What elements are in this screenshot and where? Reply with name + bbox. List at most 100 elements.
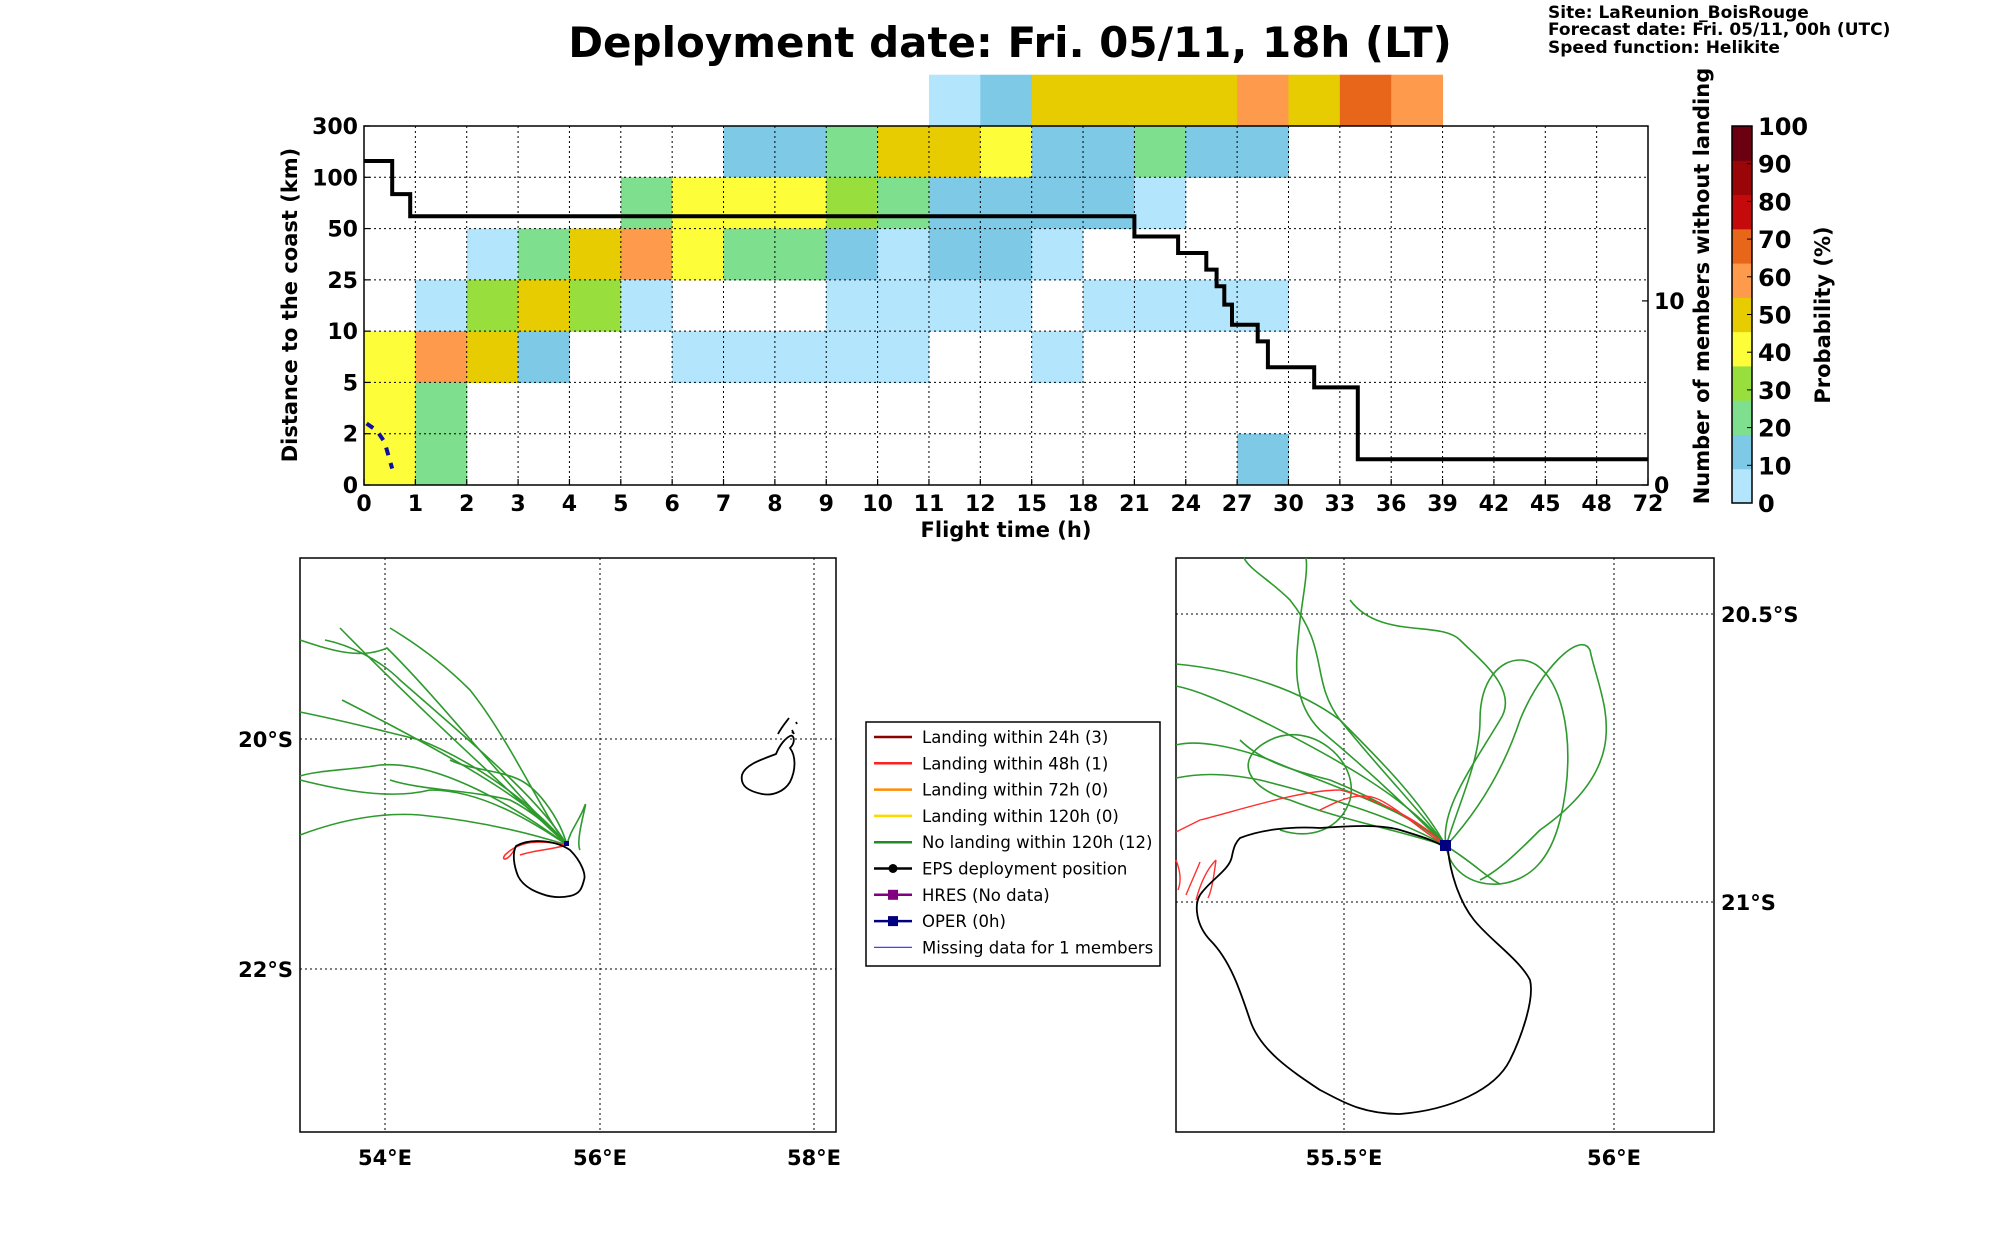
heatmap-cell (415, 331, 468, 383)
heatmap-cell (1134, 177, 1187, 230)
heatmap-cell (826, 126, 879, 178)
x-tick-label: 72 (1633, 492, 1664, 517)
heatmap-cell (1237, 74, 1289, 127)
map-x-tick-label: 54°E (358, 1146, 412, 1170)
colorbar: 0 10 20 30 40 50 60 70 80 90 100 Probability (%) (1731, 113, 1835, 518)
heatmap-cell (980, 279, 1033, 332)
heatmap-cell (466, 331, 519, 383)
oper-position-marker (564, 841, 569, 846)
heatmap-cell (1031, 126, 1084, 178)
x-tick-label: 45 (1530, 492, 1561, 517)
heatmap-cell (1237, 433, 1289, 486)
x-tick-label: 36 (1376, 492, 1407, 517)
y-tick-label: 300 (312, 115, 358, 140)
x-tick-label: 10 (862, 492, 893, 517)
colorbar-segment (1732, 468, 1752, 504)
x-tick-label: 4 (562, 492, 577, 517)
legend-frame (865, 721, 1161, 967)
colorbar-segment (1732, 400, 1752, 435)
legend-label: Landing within 24h (3) (922, 728, 1108, 747)
heatmap-cell (928, 74, 981, 127)
heatmap-cell (928, 126, 981, 178)
x-tick-label: 7 (716, 492, 731, 517)
heatmap-cell (1031, 228, 1084, 281)
heatmap-cell (928, 228, 981, 281)
y-tick-label: 10 (327, 320, 358, 345)
heatmap-cell (364, 433, 416, 486)
legend-label: Landing within 48h (1) (922, 754, 1108, 773)
site-info: Site: LaReunion_BoisRouge (1548, 3, 1809, 23)
x-tick-label: 3 (510, 492, 525, 517)
legend: Landing within 24h (3) Landing within 48h… (865, 721, 1161, 967)
colorbar-tick-label: 50 (1758, 302, 1791, 330)
zoomed-reunion-island-outline (1195, 825, 1532, 1115)
legend-item: Landing within 120h (0) (874, 807, 1119, 826)
heatmap-cell (620, 177, 673, 230)
heatmap-cell (620, 228, 673, 281)
legend-label: No landing within 120h (12) (922, 833, 1152, 852)
heatmap-cell (877, 279, 930, 332)
x-tick-label: 8 (767, 492, 782, 517)
figure-title: Deployment date: Fri. 05/11, 18h (LT) (568, 18, 1452, 67)
map-y-tick-label: 20°S (238, 728, 293, 752)
heatmap-cell (1031, 74, 1084, 127)
zoomed-map: 55.5°E 56°E 20.5°S 21°S (1175, 557, 1798, 1170)
map-x-tick-label: 55.5°E (1306, 1146, 1383, 1170)
heatmap-cell (1134, 74, 1187, 127)
colorbar-segment (1732, 365, 1752, 401)
y2-tick-label: 0 (1654, 474, 1669, 499)
heatmap-cell (415, 382, 468, 435)
heatmap-cell (1031, 331, 1084, 383)
heatmap-panel: 0 1 2 3 4 5 6 7 8 9 10 11 12 15 18 21 24 27 30 33 36 39 42 45 48… (278, 68, 1714, 542)
regional-map: 54°E 56°E 58°E 20°S 22°S (238, 557, 841, 1170)
heatmap-cell (1185, 74, 1238, 127)
heatmap-cell (826, 279, 879, 332)
x-tick-label: 39 (1427, 492, 1458, 517)
legend-item: EPS deployment position (874, 860, 1127, 879)
colorbar-tick-label: 80 (1758, 188, 1791, 216)
heatmap-cell (1134, 126, 1187, 178)
colorbar-tick-label: 20 (1758, 415, 1791, 443)
heatmap-cell (364, 331, 416, 383)
heatmap-cell (672, 228, 725, 281)
colorbar-segment (1732, 331, 1752, 367)
x-tick-label: 33 (1325, 492, 1356, 517)
x-tick-label: 30 (1273, 492, 1304, 517)
heatmap-cell (1083, 177, 1135, 230)
colorbar-segment (1732, 194, 1752, 230)
heatmap-cell (415, 279, 468, 332)
heatmap-cell (1134, 279, 1187, 332)
y-axis-label: Distance to the coast (km) (278, 148, 302, 463)
legend-label: Landing within 120h (0) (922, 807, 1119, 826)
heatmap-cell (877, 331, 930, 383)
legend-label: HRES (No data) (922, 886, 1050, 905)
x-tick-label: 27 (1222, 492, 1253, 517)
oper-trace-line (365, 421, 395, 470)
x-axis-label: Flight time (h) (921, 518, 1092, 542)
heatmap-cell (1339, 74, 1392, 127)
heatmap-cell (928, 279, 981, 332)
colorbar-tick-label: 30 (1758, 377, 1791, 405)
colorbar-tick-label: 70 (1758, 226, 1791, 254)
x-tick-label: 9 (819, 492, 834, 517)
heatmap-cell (774, 228, 827, 281)
heatmap-cell (980, 228, 1033, 281)
heatmap-cell (1083, 279, 1135, 332)
x-tick-label: 48 (1581, 492, 1612, 517)
zoomed-oper-position-marker (1440, 840, 1451, 851)
y-tick-label: 25 (327, 269, 358, 294)
heatmap-cell (1083, 126, 1135, 178)
heatmap-cell (980, 126, 1033, 178)
map-gridlines (300, 558, 836, 1132)
heatmap-cell (826, 177, 879, 230)
zoomed-map-gridlines (1176, 558, 1714, 1132)
legend-item: Landing within 72h (0) (874, 781, 1108, 800)
colorbar-tick-label: 0 (1758, 490, 1775, 518)
heatmap-cell (723, 331, 776, 383)
legend-label: EPS deployment position (922, 860, 1127, 879)
heatmap-cell (1083, 74, 1135, 127)
heatmap-cell (672, 177, 725, 230)
speed-info: Speed function: Helikite (1548, 38, 1780, 58)
zoomed-trajectories-landing (1175, 789, 1447, 901)
